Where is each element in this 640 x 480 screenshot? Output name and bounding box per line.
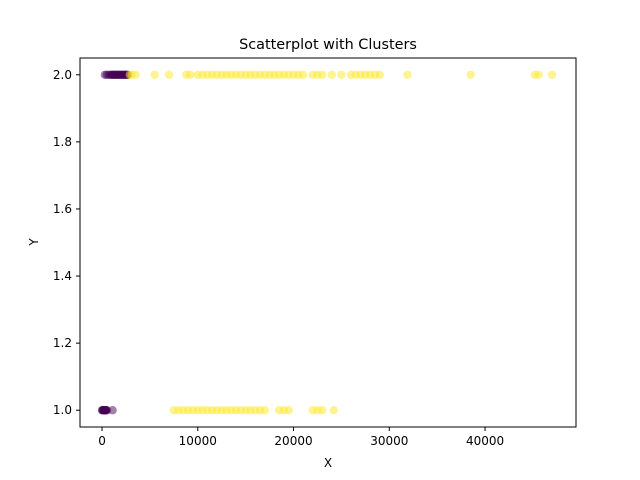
y-axis-ticks: 1.0 1.2 1.4 1.6 1.8 2.0 [53,68,80,417]
data-point [403,70,412,79]
y-tick-label: 1.0 [53,403,72,417]
points-layer [97,70,557,415]
y-tick-label: 1.4 [53,269,72,283]
x-tick-label: 0 [98,434,106,448]
y-axis-label: Y [27,238,41,247]
data-point [547,70,557,79]
data-point [318,406,327,415]
plot-frame [79,57,577,428]
x-axis-label: X [324,456,332,470]
data-point [131,70,140,79]
data-point [298,70,308,79]
data-point [534,70,543,79]
data-point [102,406,112,415]
data-point [318,70,327,79]
x-tick-label: 30000 [370,434,408,448]
x-tick-label: 10000 [179,434,217,448]
x-axis-ticks: 0 10000 20000 30000 40000 [98,427,504,448]
data-point [327,70,337,79]
y-tick-label: 1.6 [53,202,72,216]
x-tick-label: 20000 [274,434,312,448]
data-point [337,70,346,79]
y-tick-label: 1.8 [53,135,72,149]
x-tick-label: 40000 [466,434,504,448]
data-point [375,70,384,79]
y-tick-label: 2.0 [53,68,72,82]
data-point [185,70,195,79]
data-point [329,406,338,415]
data-point [284,406,293,415]
data-point [466,70,475,79]
data-point [108,406,117,415]
data-point [164,70,174,79]
data-point [150,70,159,79]
data-point [260,406,269,415]
chart-title: Scatterplot with Clusters [239,37,417,53]
y-tick-label: 1.2 [53,336,72,350]
